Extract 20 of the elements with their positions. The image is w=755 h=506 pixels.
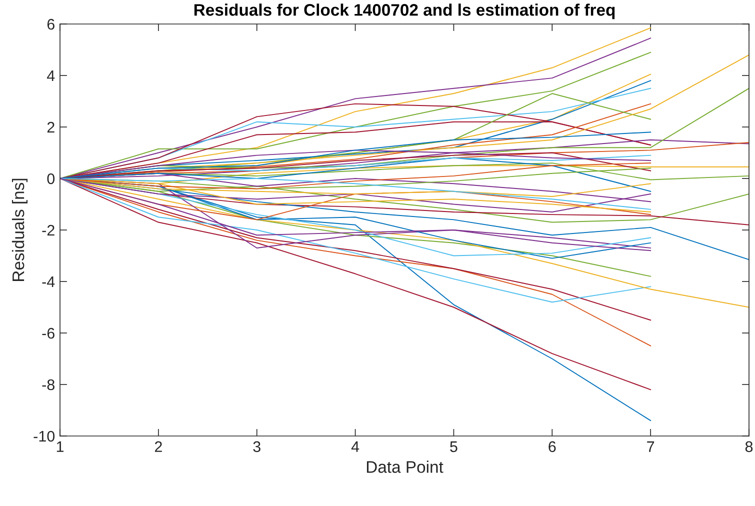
x-tick-label: 3 <box>253 441 260 452</box>
y-tick-label: 0 <box>47 173 55 184</box>
y-tick-label: -4 <box>42 276 55 288</box>
x-tick-label: 8 <box>745 441 753 452</box>
y-tick-label: -10 <box>34 430 55 442</box>
y-axis-title: Residuals [ns] <box>12 178 28 281</box>
y-tick-label: 4 <box>46 70 55 82</box>
y-tick-label: 2 <box>47 122 54 133</box>
x-tick-label: 1 <box>56 441 64 452</box>
x-tick-label: 5 <box>450 441 458 452</box>
y-tick-label: 6 <box>47 18 54 30</box>
x-tick-label: 7 <box>647 441 654 452</box>
x-tick-label: 2 <box>154 441 162 452</box>
y-tick-label: -8 <box>42 379 54 390</box>
y-tick-label: -2 <box>42 224 54 236</box>
x-tick-label: 4 <box>351 441 360 452</box>
chart-title: Residuals for Clock 1400702 and ls estimation of freq <box>194 4 615 20</box>
x-tick-label: 6 <box>548 441 556 452</box>
y-tick-label: -6 <box>42 328 54 339</box>
x-axis-title: Data Point <box>366 460 444 473</box>
